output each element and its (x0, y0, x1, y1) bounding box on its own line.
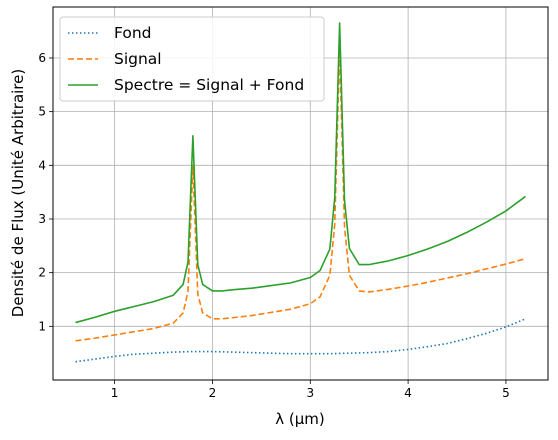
legend-label: Fond (114, 24, 152, 42)
y-axis-label: Densité de Flux (Unité Arbitraire) (9, 69, 27, 317)
series-layer (75, 22, 526, 363)
series-line-3 (75, 22, 526, 324)
x-tick-label: 5 (502, 386, 510, 400)
y-tick-label: 2 (38, 266, 46, 280)
y-tick-label: 4 (38, 158, 46, 172)
series-line-1 (75, 318, 526, 363)
y-tick-label: 6 (38, 51, 46, 65)
legend-box (59, 16, 325, 102)
y-tick-label: 5 (38, 105, 46, 119)
x-tick-label: 3 (306, 386, 314, 400)
x-axis: 1 2 3 4 5 (111, 380, 510, 400)
y-axis: 1 2 3 4 5 6 (38, 51, 53, 333)
legend-label: Signal (114, 50, 162, 68)
x-axis-label: λ (µm) (275, 410, 325, 428)
y-tick-label: 1 (38, 319, 46, 333)
plot-frame (52, 6, 549, 381)
x-tick-label: 4 (404, 386, 412, 400)
y-tick-label: 3 (38, 212, 46, 226)
x-tick-label: 1 (111, 386, 119, 400)
legend-label: Spectre = Signal + Fond (114, 76, 304, 94)
x-tick-label: 2 (209, 386, 217, 400)
legend: Fond Signal Spectre = Signal + Fond (59, 16, 325, 102)
series-line-2 (75, 49, 526, 342)
